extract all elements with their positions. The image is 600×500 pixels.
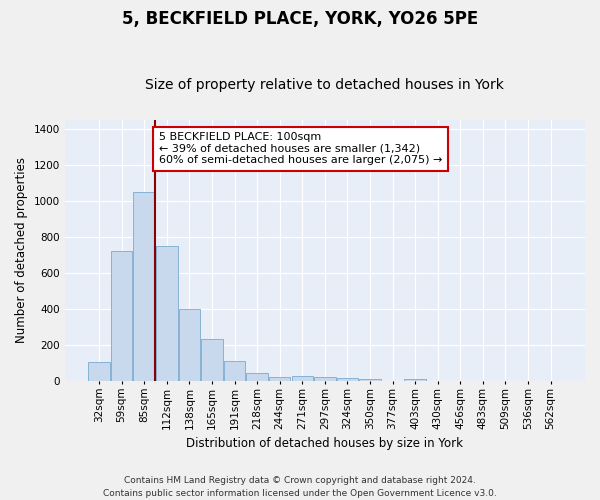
Text: 5, BECKFIELD PLACE, YORK, YO26 5PE: 5, BECKFIELD PLACE, YORK, YO26 5PE bbox=[122, 10, 478, 28]
Y-axis label: Number of detached properties: Number of detached properties bbox=[15, 158, 28, 344]
Bar bbox=[224, 361, 245, 381]
Bar bbox=[201, 338, 223, 381]
Bar bbox=[179, 309, 200, 381]
Bar bbox=[337, 378, 358, 381]
Bar bbox=[111, 251, 133, 381]
Text: Contains HM Land Registry data © Crown copyright and database right 2024.
Contai: Contains HM Land Registry data © Crown c… bbox=[103, 476, 497, 498]
Bar bbox=[88, 362, 110, 381]
Bar bbox=[359, 379, 381, 381]
Bar bbox=[404, 379, 426, 381]
Bar bbox=[292, 376, 313, 381]
Bar bbox=[133, 192, 155, 381]
Text: 5 BECKFIELD PLACE: 100sqm
← 39% of detached houses are smaller (1,342)
60% of se: 5 BECKFIELD PLACE: 100sqm ← 39% of detac… bbox=[159, 132, 442, 166]
Bar bbox=[269, 378, 290, 381]
Bar bbox=[156, 246, 178, 381]
Bar bbox=[247, 373, 268, 381]
Title: Size of property relative to detached houses in York: Size of property relative to detached ho… bbox=[145, 78, 504, 92]
Bar bbox=[314, 378, 335, 381]
X-axis label: Distribution of detached houses by size in York: Distribution of detached houses by size … bbox=[187, 437, 463, 450]
